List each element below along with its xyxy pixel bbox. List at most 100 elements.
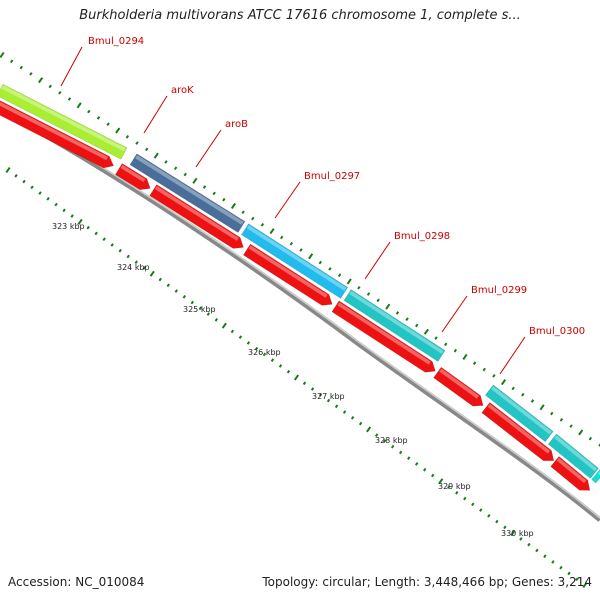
leader-line-Bmul_0300 [499, 336, 526, 375]
gene-label-Bmul_0300[interactable]: Bmul_0300 [529, 326, 585, 337]
minor-tick [463, 496, 467, 501]
minor-tick [318, 392, 323, 397]
minor-tick [443, 342, 448, 347]
minor-tick [173, 166, 178, 171]
genome-backbone-highlight [0, 107, 600, 519]
major-tick [438, 478, 444, 485]
minor-tick [48, 84, 52, 89]
minor-tick [202, 185, 207, 189]
lower-tick-track [5, 166, 588, 589]
minor-tick [342, 410, 347, 414]
minor-tick [206, 312, 211, 316]
minor-tick [569, 424, 573, 428]
minor-tick [280, 235, 284, 240]
minor-tick [102, 237, 106, 241]
minor-tick [190, 300, 194, 305]
minor-tick [230, 329, 235, 334]
minor-tick [9, 59, 14, 64]
major-tick [192, 177, 198, 184]
major-tick [149, 270, 155, 277]
minor-tick [164, 160, 168, 164]
cds-feature[interactable] [0, 98, 116, 171]
minor-tick [182, 295, 186, 299]
major-tick [76, 102, 82, 109]
cds-feature[interactable] [481, 402, 558, 465]
minor-tick [110, 243, 114, 247]
minor-tick [358, 421, 363, 426]
gene-label-aroB[interactable]: aroB [225, 119, 248, 130]
minor-tick [407, 456, 411, 460]
gene-feature[interactable] [129, 153, 246, 233]
major-tick [269, 228, 275, 235]
gene-label-aroK[interactable]: aroK [171, 85, 194, 96]
minor-tick [390, 444, 395, 449]
gene-label-Bmul_0299[interactable]: Bmul_0299 [471, 285, 527, 296]
minor-tick [134, 260, 138, 265]
minor-tick [487, 514, 491, 518]
cds-feature[interactable] [115, 163, 153, 194]
gene-feature[interactable] [0, 83, 128, 160]
minor-tick [434, 336, 438, 340]
minor-tick [447, 485, 451, 489]
minor-tick [38, 191, 42, 195]
upper-tick-track [0, 51, 600, 447]
gene-track [0, 83, 600, 484]
gene-feature[interactable] [485, 384, 554, 443]
gene-feature[interactable] [343, 289, 446, 362]
gene-label-Bmul_0297[interactable]: Bmul_0297 [304, 171, 360, 182]
minor-tick [310, 387, 315, 391]
minor-tick [198, 306, 203, 311]
gene-label-Bmul_0294[interactable]: Bmul_0294 [88, 36, 144, 47]
genome-summary-text: Topology: circular; Length: 3,448,466 bp… [262, 575, 592, 589]
major-tick [230, 202, 237, 209]
minor-tick [96, 116, 101, 120]
minor-tick [471, 502, 475, 507]
leader-line-aroB [195, 129, 222, 168]
minor-tick [431, 473, 435, 478]
minor-tick [472, 361, 477, 366]
minor-tick [550, 411, 554, 416]
minor-tick [366, 292, 371, 296]
minor-tick [214, 318, 219, 322]
cds-feature[interactable] [331, 300, 439, 377]
minor-tick [374, 433, 379, 437]
scale-label: 328 kbp [375, 436, 408, 445]
cds-feature[interactable] [433, 366, 487, 411]
scale-label: 323 kbp [52, 222, 85, 231]
major-tick [5, 166, 11, 174]
major-tick [578, 429, 584, 436]
gene-feature[interactable] [591, 469, 600, 484]
minor-tick [238, 335, 243, 339]
gene-feature[interactable] [241, 223, 349, 299]
major-tick [423, 328, 429, 335]
major-tick [221, 322, 227, 329]
minor-tick [575, 577, 579, 582]
major-tick [38, 77, 44, 84]
minor-tick [559, 418, 564, 422]
major-tick [115, 127, 121, 134]
minor-tick [399, 450, 403, 455]
minor-tick [118, 248, 122, 253]
major-tick [582, 581, 588, 589]
cds-feature[interactable] [550, 456, 594, 495]
minor-tick [395, 311, 400, 315]
minor-tick [334, 404, 339, 409]
gene-feature[interactable] [547, 433, 599, 479]
cds-feature[interactable] [243, 243, 335, 310]
minor-tick [559, 565, 563, 570]
minor-tick [328, 267, 332, 271]
minor-tick [405, 317, 409, 321]
accession-text: Accession: NC_010084 [8, 575, 145, 589]
minor-tick [158, 277, 162, 282]
minor-tick [289, 241, 294, 246]
major-tick [501, 379, 507, 386]
cds-feature[interactable] [149, 184, 247, 253]
minor-tick [503, 525, 507, 530]
minor-tick [70, 214, 74, 218]
leader-line-aroK [143, 95, 168, 134]
gene-label-Bmul_0298[interactable]: Bmul_0298 [394, 231, 450, 242]
scale-label: 326 kbp [248, 348, 281, 357]
major-tick [0, 51, 5, 59]
minor-tick [14, 173, 18, 178]
